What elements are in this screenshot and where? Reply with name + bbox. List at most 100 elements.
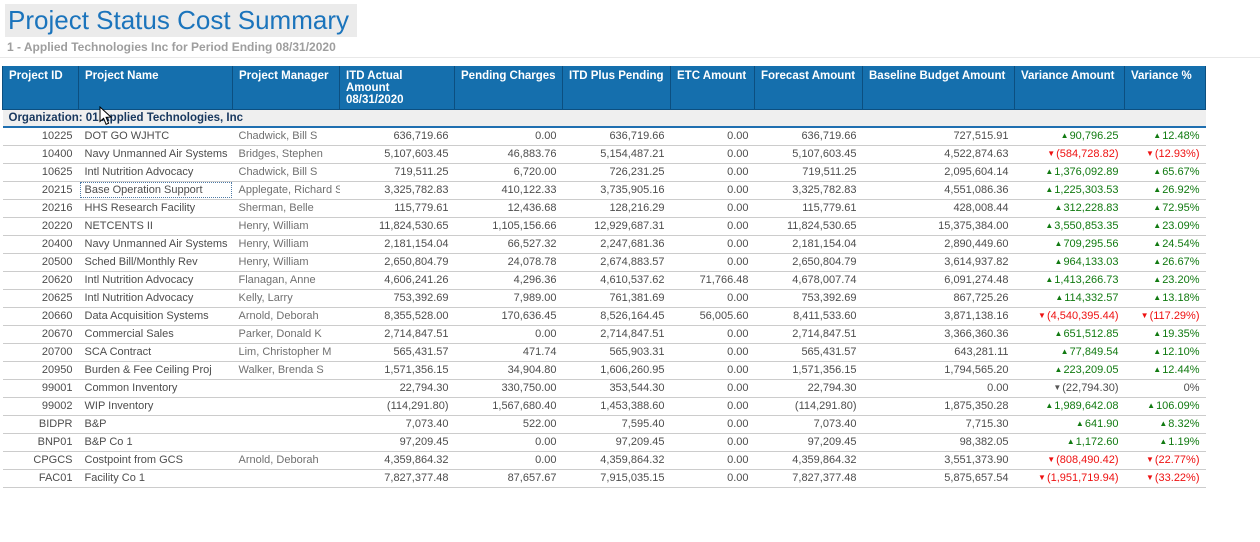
itd-plus-pending-cell: 7,595.40 (562, 415, 671, 434)
etc-amount-cell: 0.00 (670, 181, 755, 200)
table-row: 20400 Navy Unmanned Air Systems Henry, Wil… (2, 235, 1206, 254)
table-row: 10400 Navy Unmanned Air Systems Bridges, S… (2, 145, 1206, 164)
variance-percent-cell: ▲13.18% (1124, 289, 1206, 308)
project-id-cell: 20500 (2, 253, 79, 272)
project-name-cell[interactable]: SCA Contract (78, 343, 233, 362)
project-name-cell[interactable]: Costpoint from GCS (78, 451, 233, 470)
table-row: 20660 Data Acquisition Systems Arnold, Deb… (2, 307, 1206, 326)
variance-percent-cell: ▼(33.22%) (1124, 469, 1206, 488)
column-header-3[interactable]: Project Manager (232, 66, 340, 110)
forecast-amount-cell: 5,107,603.45 (754, 145, 863, 164)
itd-actual-cell: 2,714,847.51 (339, 325, 455, 344)
column-header-9[interactable]: Baseline Budget Amount (862, 66, 1015, 110)
project-manager-cell: Lim, Christopher M (232, 343, 340, 362)
up-triangle-icon: ▲ (1153, 365, 1162, 374)
up-triangle-icon: ▲ (1054, 257, 1063, 266)
etc-amount-cell: 0.00 (670, 397, 755, 416)
project-manager-cell: Flanagan, Anne (232, 271, 340, 290)
project-name-cell[interactable]: Base Operation Support (78, 181, 233, 200)
variance-percent-cell: ▼(117.29%) (1124, 307, 1206, 326)
up-triangle-icon: ▲ (1045, 167, 1054, 176)
project-name-cell[interactable]: B&P Co 1 (78, 433, 233, 452)
project-name-cell[interactable]: B&P (78, 415, 233, 434)
up-triangle-icon: ▲ (1054, 203, 1063, 212)
itd-actual-cell: 2,650,804.79 (339, 253, 455, 272)
forecast-amount-cell: 4,678,007.74 (754, 271, 863, 290)
itd-plus-pending-cell: 3,735,905.16 (562, 181, 671, 200)
variance-amount-cell: ▼(808,490.42) (1014, 451, 1125, 470)
table-row: 20500 Sched Bill/Monthly Rev Henry, Willia… (2, 253, 1206, 272)
column-header-11[interactable]: Variance % (1124, 66, 1206, 110)
itd-actual-cell: 8,355,528.00 (339, 307, 455, 326)
pending-charges-cell: 1,105,156.66 (454, 217, 563, 236)
down-triangle-icon: ▼ (1047, 455, 1056, 464)
project-id-cell: 10225 (2, 127, 79, 146)
baseline-budget-cell: 867,725.26 (862, 289, 1015, 308)
project-id-cell: 20220 (2, 217, 79, 236)
variance-amount-cell: ▲1,989,642.08 (1014, 397, 1125, 416)
column-header-6[interactable]: ITD Plus Pending (562, 66, 671, 110)
project-name-cell[interactable]: Data Acquisition Systems (78, 307, 233, 326)
itd-actual-cell: 1,571,356.15 (339, 361, 455, 380)
variance-amount-cell: ▲77,849.54 (1014, 343, 1125, 362)
column-header-7[interactable]: ETC Amount (670, 66, 755, 110)
pending-charges-cell: 1,567,680.40 (454, 397, 563, 416)
project-name-cell[interactable]: Common Inventory (78, 379, 233, 398)
column-header-5[interactable]: Pending Charges (454, 66, 563, 110)
project-name-cell[interactable]: Intl Nutrition Advocacy (78, 163, 233, 182)
project-name-cell[interactable]: Sched Bill/Monthly Rev (78, 253, 233, 272)
baseline-budget-cell: 3,551,373.90 (862, 451, 1015, 470)
etc-amount-cell: 0.00 (670, 379, 755, 398)
up-triangle-icon: ▲ (1153, 185, 1162, 194)
variance-percent-cell: ▲12.10% (1124, 343, 1206, 362)
variance-percent-cell: ▲72.95% (1124, 199, 1206, 218)
project-manager-cell: Bridges, Stephen (232, 145, 340, 164)
forecast-amount-cell: 115,779.61 (754, 199, 863, 218)
itd-actual-cell: 4,606,241.26 (339, 271, 455, 290)
table-row: 99002 WIP Inventory (114,291.80) 1,567,680.… (2, 397, 1206, 416)
itd-plus-pending-cell: 5,154,487.21 (562, 145, 671, 164)
project-id-cell: BNP01 (2, 433, 79, 452)
pending-charges-cell: 34,904.80 (454, 361, 563, 380)
up-triangle-icon: ▲ (1054, 365, 1063, 374)
project-name-cell[interactable]: DOT GO WJHTC (78, 127, 233, 146)
project-name-cell[interactable]: Navy Unmanned Air Systems (78, 235, 233, 254)
project-name-cell[interactable]: Intl Nutrition Advocacy (78, 271, 233, 290)
column-header-8[interactable]: Forecast Amount (754, 66, 863, 110)
project-id-cell: 20670 (2, 325, 79, 344)
project-id-cell: FAC01 (2, 469, 79, 488)
baseline-budget-cell: 0.00 (862, 379, 1015, 398)
forecast-amount-cell: 7,827,377.48 (754, 469, 863, 488)
pending-charges-cell: 410,122.33 (454, 181, 563, 200)
up-triangle-icon: ▲ (1153, 167, 1162, 176)
project-id-cell: 20625 (2, 289, 79, 308)
column-header-1[interactable]: Project ID (2, 66, 79, 110)
forecast-amount-cell: 2,181,154.04 (754, 235, 863, 254)
forecast-amount-cell: 22,794.30 (754, 379, 863, 398)
project-manager-cell: Chadwick, Bill S (232, 163, 340, 182)
project-name-cell[interactable]: WIP Inventory (78, 397, 233, 416)
project-name-cell[interactable]: Commercial Sales (78, 325, 233, 344)
up-triangle-icon: ▲ (1055, 293, 1064, 302)
baseline-budget-cell: 4,522,874.63 (862, 145, 1015, 164)
pending-charges-cell: 46,883.76 (454, 145, 563, 164)
etc-amount-cell: 0.00 (670, 217, 755, 236)
etc-amount-cell: 0.00 (670, 433, 755, 452)
project-id-cell: 20620 (2, 271, 79, 290)
project-name-cell[interactable]: Burden & Fee Ceiling Proj (78, 361, 233, 380)
project-name-cell[interactable]: HHS Research Facility (78, 199, 233, 218)
project-name-cell[interactable]: Intl Nutrition Advocacy (78, 289, 233, 308)
column-header-10[interactable]: Variance Amount (1014, 66, 1125, 110)
project-name-cell[interactable]: NETCENTS II (78, 217, 233, 236)
itd-plus-pending-cell: 353,544.30 (562, 379, 671, 398)
itd-plus-pending-cell: 12,929,687.31 (562, 217, 671, 236)
column-header-2[interactable]: Project Name (78, 66, 233, 110)
project-name-cell[interactable]: Facility Co 1 (78, 469, 233, 488)
column-header-4[interactable]: ITD Actual Amount 08/31/2020 (339, 66, 455, 110)
forecast-amount-cell: 565,431.57 (754, 343, 863, 362)
itd-plus-pending-cell: 8,526,164.45 (562, 307, 671, 326)
project-name-cell[interactable]: Navy Unmanned Air Systems (78, 145, 233, 164)
project-id-cell: 10400 (2, 145, 79, 164)
variance-percent-cell: ▲26.92% (1124, 181, 1206, 200)
